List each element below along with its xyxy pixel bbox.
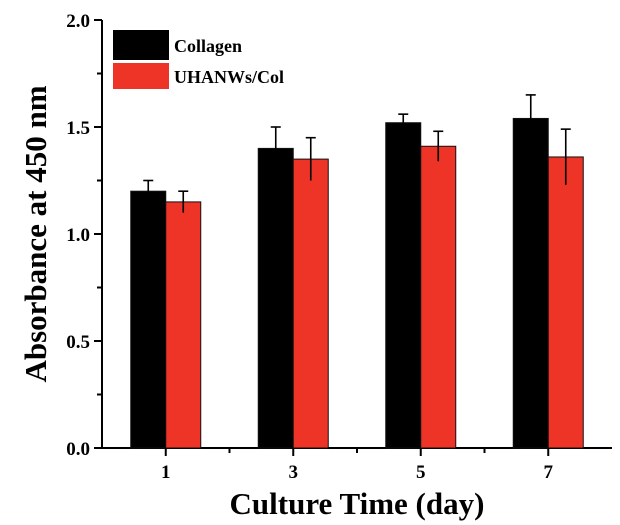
bar-uhanws-col-day-5 (420, 145, 457, 449)
bar-collagen-day-3 (257, 147, 294, 449)
bar-uhanws-col-day-7 (547, 156, 584, 449)
x-axis-ticks: 1 3 5 7 (161, 448, 554, 483)
x-tick-label: 3 (289, 462, 299, 483)
y-tick-label: 0.5 (66, 332, 90, 353)
legend-label-collagen: Collagen (174, 36, 242, 56)
legend-swatch-uhanws-col (113, 63, 169, 89)
bar-collagen-day-7 (512, 117, 549, 449)
error-bars-group (143, 94, 571, 213)
y-axis-title: Absorbance at 450 nm (18, 85, 53, 382)
y-tick-label: 1.0 (66, 225, 90, 246)
y-axis-ticks: 0.0 0.5 1.0 1.5 2.0 (66, 11, 102, 460)
bar-uhanws-col-day-1 (165, 201, 202, 449)
legend-label-uhanws-col: UHANWs/Col (174, 67, 284, 87)
x-tick-label: 1 (161, 462, 171, 483)
x-tick-label: 7 (544, 462, 554, 483)
bars-group (130, 117, 584, 449)
x-tick-label: 5 (416, 462, 426, 483)
plot-area: 0.0 0.5 1.0 1.5 2.0 1 3 5 7 (66, 11, 612, 483)
y-tick-label: 0.0 (66, 439, 90, 460)
bar-uhanws-col-day-3 (292, 158, 329, 449)
bar-collagen-day-5 (385, 122, 422, 449)
y-tick-label: 2.0 (66, 11, 90, 32)
x-axis-title: Culture Time (day) (230, 486, 485, 521)
bar-collagen-day-1 (130, 190, 167, 449)
y-tick-label: 1.5 (66, 118, 90, 139)
legend-swatch-collagen (113, 30, 169, 60)
legend: Collagen UHANWs/Col (113, 30, 284, 89)
